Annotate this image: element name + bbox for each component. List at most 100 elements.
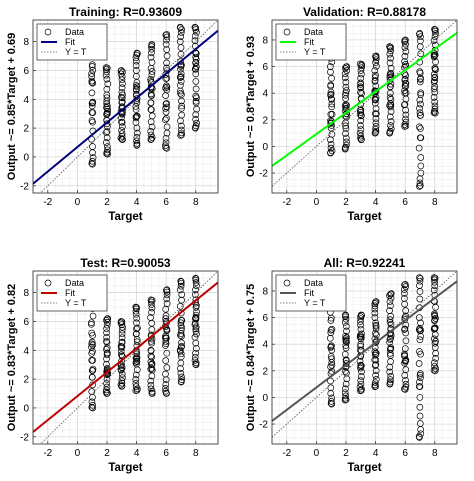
legend-label: Data [65,278,84,288]
data-point [192,314,200,321]
data-point [387,122,394,129]
data-point [191,32,199,40]
legend-label: Fit [65,288,75,298]
data-point [133,51,141,59]
data-point [104,105,111,113]
data-point [177,316,185,324]
data-point [193,119,200,127]
data-point [132,359,140,366]
data-point [192,85,200,93]
data-point [356,60,364,68]
data-point [357,117,365,125]
data-point [133,67,140,74]
x-tick-label: 8 [193,448,199,459]
x-tick-label: 0 [314,197,320,208]
data-point [163,300,171,307]
data-point [371,309,379,317]
data-point [386,43,393,50]
data-point [192,311,200,319]
data-point [343,334,351,341]
data-point [147,131,155,139]
data-point [386,307,393,315]
y-axis-label: Output ~= 0.83*Target + 0.82 [6,284,18,431]
data-point [356,129,364,137]
data-point [89,332,96,339]
data-point [417,374,424,382]
data-layer [272,271,457,441]
data-point [192,99,200,107]
data-point [372,115,380,122]
y-tick-label: 8 [23,288,29,299]
data-point [163,286,171,294]
data-point [147,385,155,393]
data-point [402,83,410,90]
y-tick-label: 4 [262,340,268,351]
data-point [372,110,379,117]
x-tick-label: 8 [432,197,438,208]
data-point [177,322,185,329]
data-point [192,53,200,61]
data-point [193,28,200,36]
data-point [192,92,200,100]
x-tick-label: 6 [163,448,169,459]
data-point [88,109,96,116]
data-point [358,385,365,393]
data-point [416,104,423,112]
data-point [416,378,423,386]
data-point [357,373,365,380]
data-point [132,54,140,62]
data-point [192,49,200,57]
data-point [178,91,185,99]
data-point [401,44,409,51]
data-point [432,66,439,73]
data-point [163,36,170,44]
y-axis-label: Output ~= 0.8*Target + 0.93 [245,36,257,177]
data-point [402,383,410,391]
data-point [430,286,438,294]
data-point [357,83,364,91]
data-point [372,105,380,112]
data-point [343,101,350,109]
data-point [372,298,380,305]
data-point [132,303,140,311]
data-point [402,111,410,119]
data-point [357,377,365,384]
data-point [178,291,186,298]
data-point [89,357,97,364]
data-point [132,106,140,113]
data-point [103,380,110,387]
data-point [430,94,438,101]
data-point [117,318,125,325]
data-point [327,326,335,334]
data-point [416,69,424,77]
data-point [192,78,200,85]
x-tick-label: 0 [314,448,320,459]
data-point [178,104,185,112]
fit-line [33,281,218,433]
data-point [89,381,96,389]
y-tick-label: 8 [262,35,268,46]
data-point [147,99,155,107]
data-point [102,66,110,73]
data-point [387,321,395,328]
data-point [416,182,423,190]
data-point [133,99,141,107]
data-point [88,398,96,406]
data-point [132,310,140,318]
data-point [118,339,126,346]
data-point [133,129,141,137]
data-point [148,301,155,308]
data-point [343,138,350,146]
data-point [177,77,185,85]
chart-panel: -2 0 2 4 6 8 -2 0 2 4 6 8 All: R=0.92241 Target Output… [245,256,458,474]
x-axis-label: Target [108,211,142,223]
data-point [416,179,424,187]
data-point [372,125,379,133]
data-point [342,134,350,142]
data-point [162,84,169,92]
data-point [417,430,425,438]
data-point [328,346,336,354]
data-point [327,91,334,99]
data-point [148,297,156,304]
